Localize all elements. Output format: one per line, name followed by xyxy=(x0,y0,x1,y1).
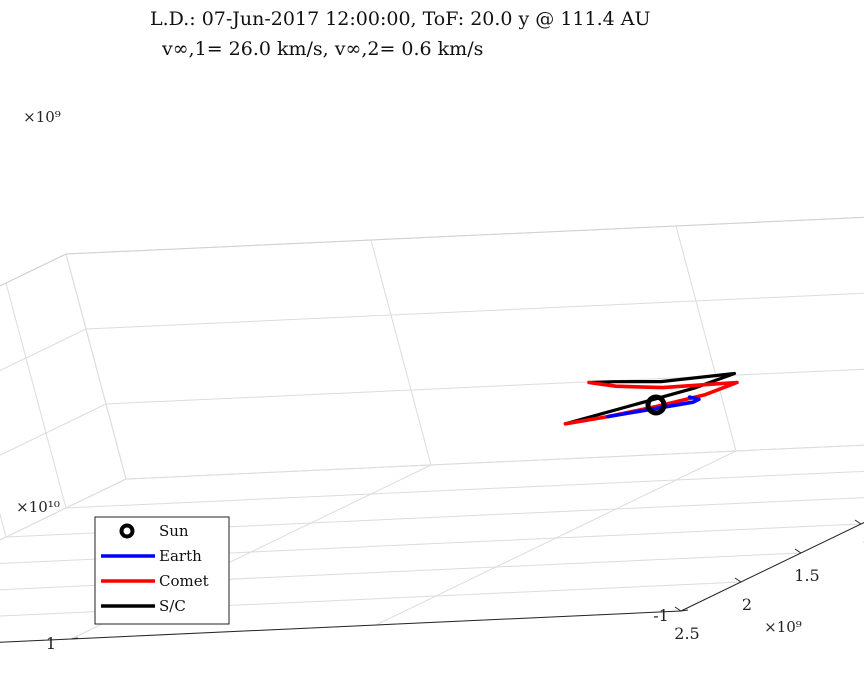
box-edge xyxy=(65,216,864,255)
tick-label-layer: -0.500.511.522.5-112-50510×10⁹×10¹⁰×10⁹ xyxy=(16,108,864,653)
y-axis-exponent: ×10¹⁰ xyxy=(16,498,60,516)
grid-line-floor-x xyxy=(125,444,864,480)
y-tick-label: 1 xyxy=(46,634,56,653)
grid-line-back-x xyxy=(5,282,67,509)
y-tick-mark xyxy=(680,609,689,612)
grid-line-side-y xyxy=(65,253,127,480)
z-axis-exponent: ×10⁹ xyxy=(23,108,61,126)
legend: Sun Earth Comet S/C xyxy=(94,516,230,625)
legend-earth-label: Earth xyxy=(159,547,202,565)
x-tick-label: 2.5 xyxy=(674,624,699,643)
grid-line-side-z xyxy=(105,368,864,405)
legend-sun-label: Sun xyxy=(159,522,189,540)
x-axis-line xyxy=(680,521,864,612)
grid-layer xyxy=(0,216,864,643)
grid-line-back-z xyxy=(0,403,107,456)
chart-title-line-1: L.D.: 07-Jun-2017 12:00:00, ToF: 20.0 y … xyxy=(150,8,651,30)
series-layer xyxy=(563,371,739,426)
sun-marker xyxy=(645,394,667,416)
box-edge xyxy=(0,253,67,287)
legend-s-c-label: S/C xyxy=(159,597,186,615)
grid-line-back-x xyxy=(0,512,7,538)
legend-comet-label: Comet xyxy=(159,572,209,590)
grid-line-side-z xyxy=(65,216,864,255)
grid-line-back-z xyxy=(0,328,87,372)
axis-layer xyxy=(0,519,864,643)
grid-line-floor-x xyxy=(0,552,802,591)
grid-line-floor-y xyxy=(375,450,737,626)
x-tick-mark xyxy=(854,519,862,525)
y-tick-mark xyxy=(70,637,79,640)
grid-line-side-z xyxy=(125,444,864,480)
x-tick-mark xyxy=(674,606,682,612)
grid-line-back-z xyxy=(0,478,127,541)
legend-sun-marker xyxy=(119,523,135,539)
x-tick-label: 2 xyxy=(742,595,752,614)
grid-line-side-y xyxy=(675,225,737,452)
x-axis-exponent: ×10⁹ xyxy=(764,618,802,636)
grid-line-side-y xyxy=(370,239,432,466)
grid-line-floor-x xyxy=(65,470,864,509)
grid-line-floor-y xyxy=(680,521,864,612)
grid-line-floor-x xyxy=(0,581,742,617)
grid-line-back-z xyxy=(0,253,67,287)
x-tick-mark xyxy=(794,548,802,554)
x-tick-mark xyxy=(734,577,742,583)
grid-line-side-z xyxy=(85,292,864,330)
chart-title-line-2: v∞,1= 26.0 km/s, v∞,2= 0.6 km/s xyxy=(162,38,484,60)
y-tick-label: -1 xyxy=(653,606,669,625)
x-tick-label: 1 xyxy=(862,537,864,556)
x-tick-label: 1.5 xyxy=(794,566,819,585)
earth-series-line xyxy=(606,395,701,419)
s-c-series-line xyxy=(563,371,737,426)
y-axis-line xyxy=(0,610,682,643)
